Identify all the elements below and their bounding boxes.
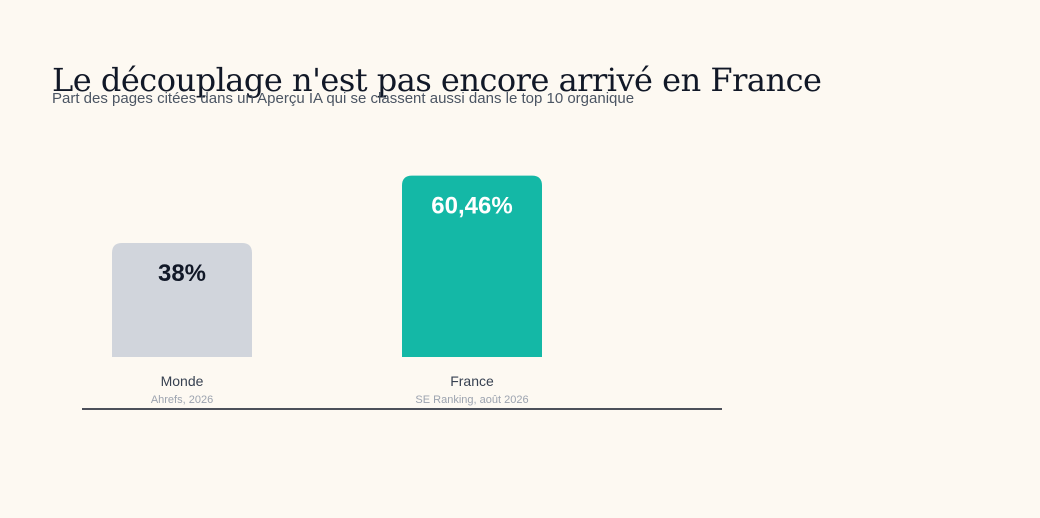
chart-title: Le découplage n'est pas encore arrivé en…	[52, 61, 822, 100]
category-label: France	[450, 373, 494, 389]
category-label: Monde	[161, 373, 204, 389]
bar-france	[402, 175, 542, 357]
bar-value-label: 38%	[158, 260, 206, 287]
source-label: Ahrefs, 2026	[151, 394, 213, 406]
bar-monde	[112, 243, 252, 357]
source-label: SE Ranking, août 2026	[415, 394, 528, 406]
bar-value-label: 60,46%	[431, 193, 512, 220]
chart-subtitle: Part des pages citées dans un Aperçu IA …	[52, 90, 635, 107]
